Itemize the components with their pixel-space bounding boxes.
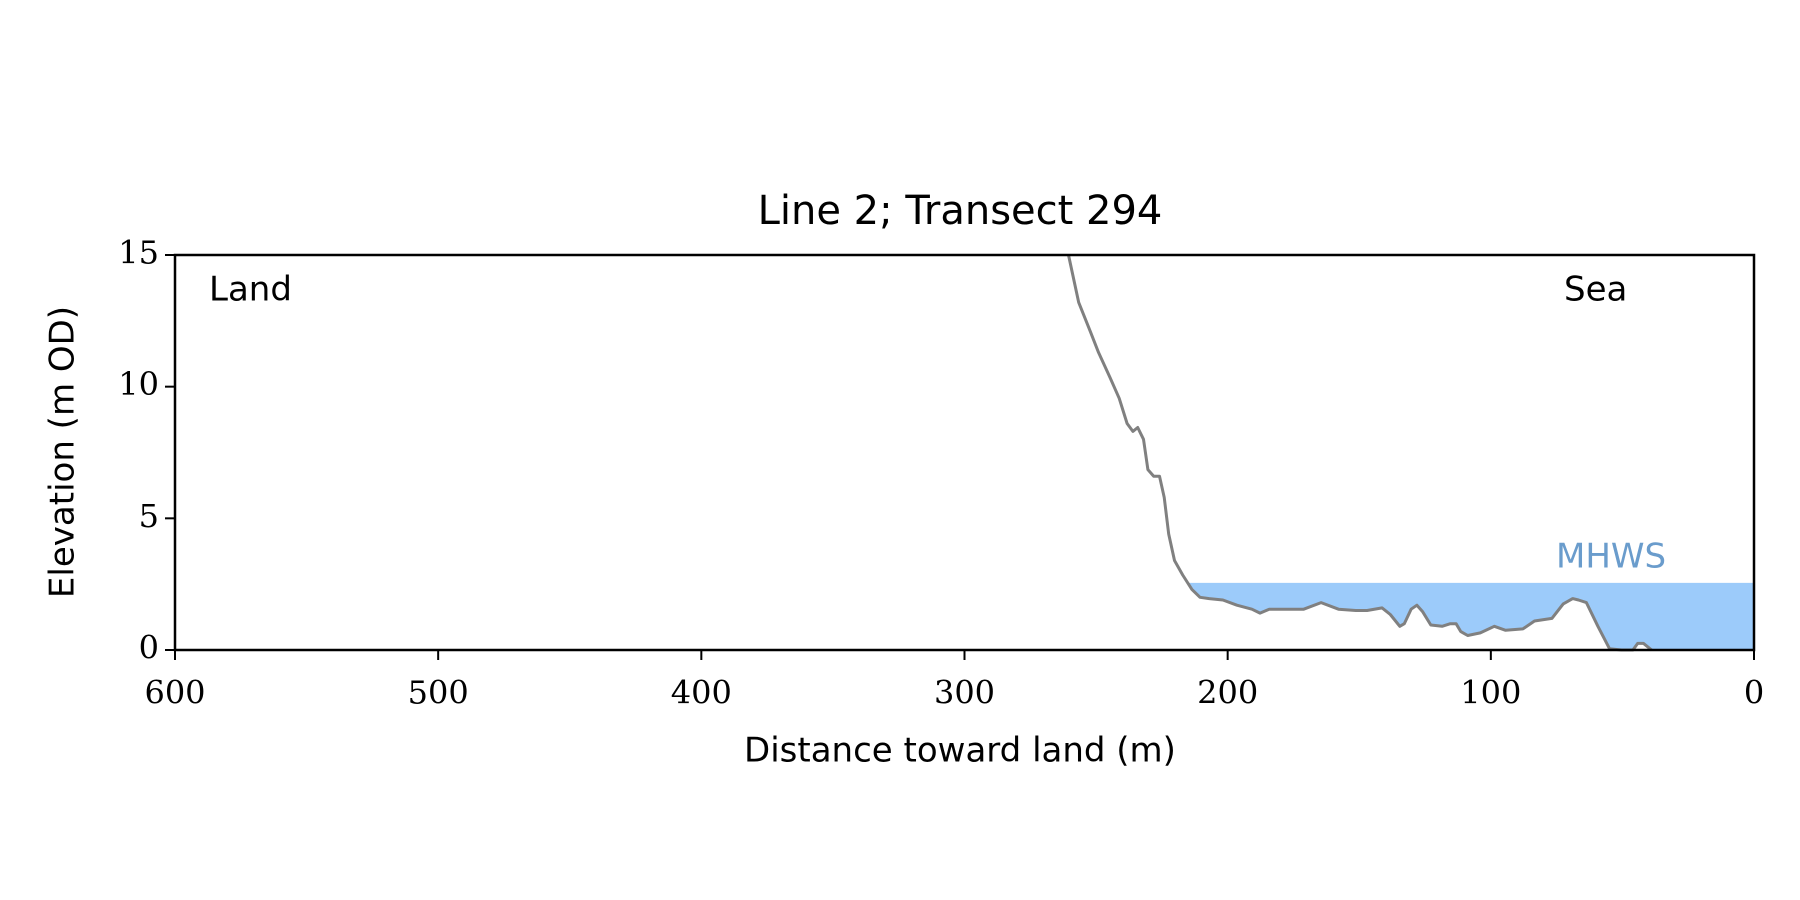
y-tick-label: 5 bbox=[139, 497, 159, 535]
y-tick-label: 10 bbox=[118, 365, 159, 403]
annotation: Land bbox=[209, 270, 292, 310]
chart-title: Line 2; Transect 294 bbox=[758, 188, 1163, 234]
x-tick-label: 300 bbox=[934, 674, 995, 712]
x-tick-label: 0 bbox=[1744, 674, 1764, 712]
x-tick-label: 400 bbox=[671, 674, 732, 712]
x-tick-label: 600 bbox=[144, 674, 205, 712]
annotation: Sea bbox=[1564, 270, 1627, 310]
mhws-area bbox=[1187, 582, 1754, 650]
profile-line bbox=[1067, 254, 1653, 652]
y-axis-label: Elevation (m OD) bbox=[43, 306, 83, 598]
y-tick-label: 0 bbox=[139, 629, 159, 667]
x-axis-label: Distance toward land (m) bbox=[744, 731, 1176, 771]
mhws-label: MHWS bbox=[1556, 537, 1666, 577]
y-tick-label: 15 bbox=[118, 234, 159, 272]
x-tick-label: 200 bbox=[1197, 674, 1258, 712]
x-tick-label: 500 bbox=[408, 674, 469, 712]
x-tick-label: 100 bbox=[1460, 674, 1521, 712]
